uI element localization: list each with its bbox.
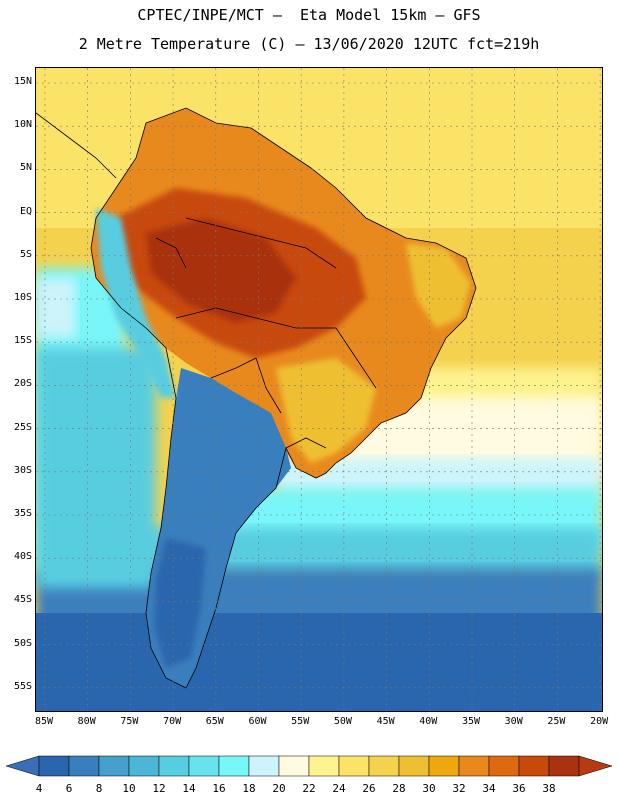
map-title-line2: 2 Metre Temperature (C) – 13/06/2020 12U… <box>78 35 540 53</box>
colorbar-label: 34 <box>482 782 496 795</box>
lon-label: 20W <box>590 716 609 727</box>
lat-label: 5N <box>19 162 32 174</box>
lon-label: 55W <box>291 716 310 727</box>
lon-label: 50W <box>333 716 352 727</box>
colorbar-label: 18 <box>242 782 256 795</box>
patagonia-blue <box>154 538 206 668</box>
lat-label: 50S <box>13 637 32 649</box>
colorbar-swatch <box>398 755 430 777</box>
colorbar-label: 6 <box>65 782 73 795</box>
colorbar-swatch <box>308 755 340 777</box>
colorbar-label: 26 <box>362 782 376 795</box>
lon-label: 85W <box>34 716 54 727</box>
map-frame <box>35 67 603 712</box>
colorbar-label: 14 <box>182 782 196 795</box>
lon-label: 65W <box>205 716 224 727</box>
colorbar-swatch <box>338 755 370 777</box>
colorbar-swatch <box>278 755 310 777</box>
lat-label: 10S <box>13 292 32 303</box>
lat-label: 45S <box>13 594 32 606</box>
lat-label: 40S <box>13 551 32 563</box>
colorbar-label: 32 <box>452 782 466 795</box>
pacific-light <box>36 278 76 338</box>
lon-label: 40W <box>419 716 438 727</box>
colorbar-low-arrow <box>5 755 40 777</box>
lat-label: EQ <box>19 205 32 217</box>
lat-label: 15N <box>13 76 32 87</box>
lat-label: 30S <box>13 464 32 476</box>
colorbar-swatch <box>158 755 190 777</box>
lon-label: 60W <box>248 716 267 727</box>
colorbar-swatch <box>488 755 520 777</box>
colorbar-swatch <box>98 755 130 777</box>
lon-label: 75W <box>120 716 139 727</box>
colorbar-swatch <box>458 755 490 777</box>
colorbar-label: 10 <box>122 782 136 795</box>
colorbar-label: 4 <box>35 782 43 795</box>
colorbar-label: 12 <box>152 782 166 795</box>
colorbar-label: 28 <box>392 782 406 795</box>
colorbar-swatch <box>548 755 580 777</box>
lat-label: 25S <box>13 421 32 433</box>
lat-label: 10N <box>13 119 32 131</box>
lat-label: 20S <box>13 378 32 390</box>
lat-lon-grid <box>36 68 602 711</box>
lon-label: 70W <box>163 716 182 727</box>
colorbar-label: 24 <box>332 782 346 795</box>
temperature-map <box>36 68 602 711</box>
colorbar-swatch <box>128 755 160 777</box>
colorbar-swatch <box>248 755 280 777</box>
lat-label: 5S <box>19 248 32 260</box>
colorbar-label: 22 <box>302 782 316 795</box>
colorbar-swatch <box>38 755 70 777</box>
colorbar-label: 20 <box>272 782 286 795</box>
colorbar-swatch <box>368 755 400 777</box>
ocean-field-deep <box>36 613 602 711</box>
colorbar-label: 36 <box>512 782 526 795</box>
coastline-borders <box>36 107 477 689</box>
map-title-line1: CPTEC/INPE/MCT – Eta Model 15km – GFS <box>137 6 481 24</box>
lon-label: 45W <box>376 716 395 727</box>
colorbar-swatch <box>188 755 220 777</box>
colorbar-swatch <box>218 755 250 777</box>
colorbar-swatch <box>68 755 100 777</box>
lat-label: 35S <box>13 508 32 519</box>
colorbar-swatch <box>518 755 550 777</box>
lat-label: 15S <box>13 335 32 347</box>
lon-label: 30W <box>504 716 523 727</box>
lat-label: 55S <box>13 680 32 692</box>
colorbar-label: 38 <box>542 782 556 795</box>
colorbar-high-arrow <box>578 755 613 777</box>
colorbar-label: 8 <box>95 782 103 795</box>
lon-label: 35W <box>461 716 481 727</box>
northeast-brazil-warm <box>406 243 471 328</box>
colorbar-label: 30 <box>422 782 436 795</box>
colorbar-swatch <box>428 755 460 777</box>
lon-label: 25W <box>547 716 566 727</box>
pacific-teal <box>36 348 156 588</box>
colorbar-label: 16 <box>212 782 226 795</box>
south-brazil-warm <box>276 358 376 463</box>
colorbar <box>5 755 613 777</box>
lon-label: 80W <box>77 716 96 727</box>
